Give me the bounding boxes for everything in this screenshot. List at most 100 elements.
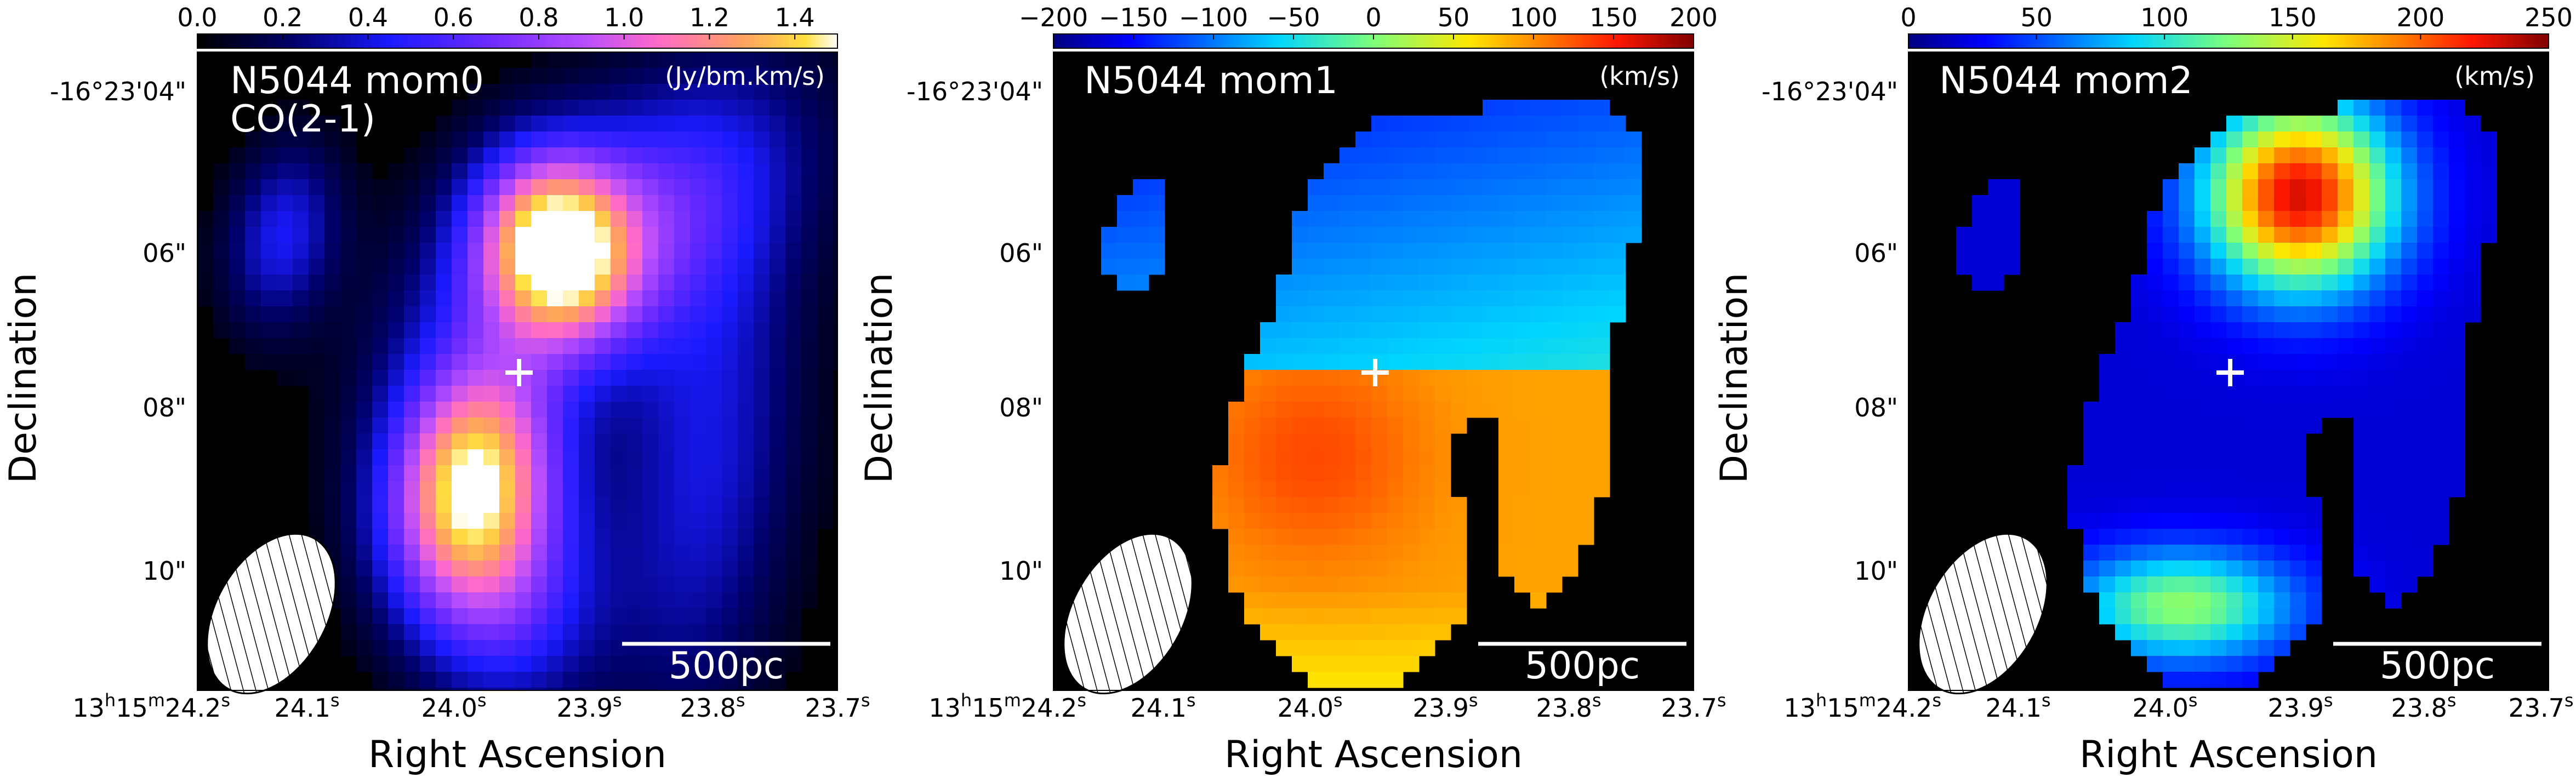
map-pixel — [2433, 433, 2449, 450]
map-pixel — [1324, 386, 1340, 402]
map-pixel — [547, 656, 563, 672]
map-pixel — [1403, 418, 1420, 434]
map-pixel — [2274, 561, 2290, 577]
map-pixel — [1324, 513, 1340, 529]
map-pixel — [2258, 116, 2275, 132]
map-pixel — [785, 545, 802, 561]
map-pixel — [1435, 290, 1451, 307]
map-pixel — [611, 195, 627, 212]
map-pixel — [611, 433, 627, 450]
map-pixel — [1562, 529, 1578, 545]
map-pixel — [626, 624, 643, 641]
map-pixel — [2401, 513, 2418, 529]
map-pixel — [2306, 545, 2322, 561]
map-pixel — [420, 227, 436, 243]
map-pixel — [2274, 640, 2290, 656]
map-pixel — [626, 259, 643, 275]
map-pixel — [356, 608, 373, 625]
map-pixel — [372, 465, 389, 482]
map-pixel — [404, 592, 420, 609]
map-pixel — [2401, 370, 2418, 386]
map-pixel — [579, 433, 595, 450]
map-pixel — [611, 513, 627, 529]
map-pixel — [674, 386, 691, 402]
center-cross-icon — [505, 359, 533, 386]
map-pixel — [2306, 338, 2322, 355]
map-pixel — [563, 561, 579, 577]
map-pixel — [1594, 449, 1610, 466]
map-pixel — [1292, 449, 1308, 466]
map-pixel — [1451, 259, 1467, 275]
map-pixel — [1308, 322, 1324, 339]
map-pixel — [2210, 465, 2227, 482]
map-pixel — [1355, 545, 1372, 561]
map-pixel — [2115, 370, 2132, 386]
map-pixel — [499, 354, 516, 370]
map-pixel — [1451, 338, 1467, 355]
map-pixel — [1419, 290, 1435, 307]
map-pixel — [770, 306, 786, 323]
map-pixel — [785, 275, 802, 291]
map-pixel — [1355, 179, 1372, 196]
map-pixel — [2385, 243, 2402, 259]
map-pixel — [2147, 259, 2163, 275]
map-pixel — [579, 465, 595, 482]
map-pixel — [674, 354, 691, 370]
map-pixel — [1387, 418, 1404, 434]
map-pixel — [499, 290, 516, 307]
map-pixel — [293, 306, 309, 323]
map-pixel — [547, 147, 563, 164]
ra-tick-1-mom0: 24.1s — [274, 690, 339, 723]
map-pixel — [436, 529, 452, 545]
map-pixel — [404, 561, 420, 577]
dec-tick-10-mom0: 10" — [143, 556, 186, 586]
map-pixel — [1546, 418, 1563, 434]
map-pixel — [404, 672, 420, 688]
map-pixel — [2306, 497, 2322, 513]
map-pixel — [595, 386, 611, 402]
map-pixel — [547, 227, 563, 243]
map-pixel — [2147, 561, 2163, 577]
map-pixel — [738, 227, 754, 243]
map-pixel — [2385, 402, 2402, 418]
map-pixel — [2481, 211, 2497, 227]
map-pixel — [2385, 275, 2402, 291]
map-pixel — [1530, 576, 1547, 593]
map-pixel — [1403, 306, 1420, 323]
map-pixel — [595, 132, 611, 148]
map-pixel — [1626, 227, 1642, 243]
map-pixel — [2401, 227, 2418, 243]
map-pixel — [1578, 306, 1594, 323]
map-pixel — [2226, 418, 2243, 434]
map-pixel — [420, 481, 436, 498]
map-pixel — [706, 529, 722, 545]
map-pixel — [1260, 370, 1276, 386]
map-pixel — [2417, 561, 2433, 577]
map-pixel — [642, 290, 659, 307]
map-pixel — [563, 545, 579, 561]
map-pixel — [611, 608, 627, 625]
map-pixel — [1498, 354, 1515, 370]
map-pixel — [2369, 465, 2386, 482]
map-pixel — [372, 640, 389, 656]
map-pixel — [2385, 513, 2402, 529]
map-pixel — [1498, 227, 1515, 243]
colorbar-tick-label: 200 — [1669, 3, 1718, 32]
map-pixel — [1530, 100, 1547, 116]
map-pixel — [642, 84, 659, 100]
map-pixel — [229, 211, 246, 227]
map-pixel — [1387, 370, 1404, 386]
map-pixel — [2369, 576, 2386, 593]
map-pixel — [579, 290, 595, 307]
map-pixel — [340, 608, 357, 625]
map-pixel — [738, 545, 754, 561]
map-pixel — [2306, 529, 2322, 545]
map-pixel — [722, 497, 738, 513]
dec-tick-08-mom1: 08" — [999, 393, 1043, 422]
map-pixel — [197, 275, 214, 291]
map-pixel — [563, 84, 579, 100]
map-pixel — [658, 481, 675, 498]
map-pixel — [1498, 322, 1515, 339]
map-pixel — [213, 275, 230, 291]
map-pixel — [531, 640, 548, 656]
